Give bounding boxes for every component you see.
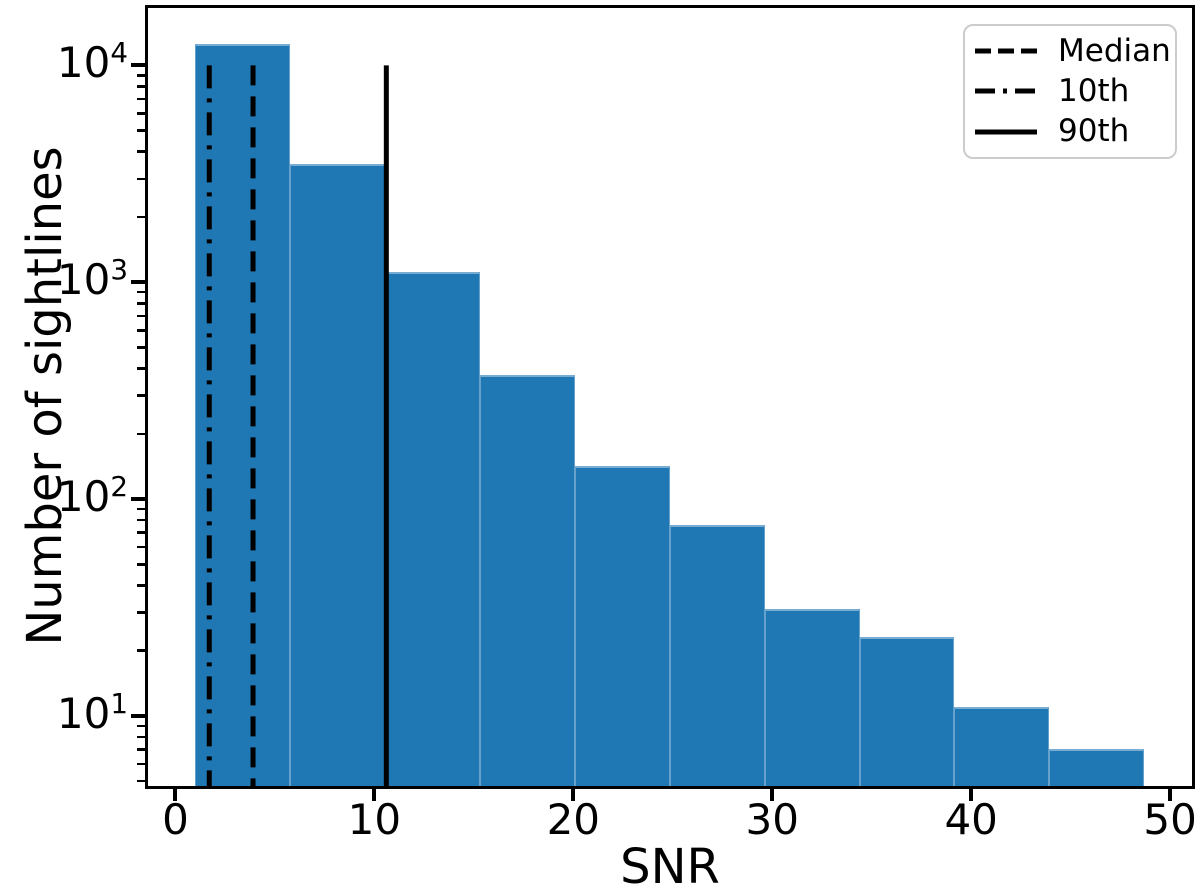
y-tick-minor bbox=[137, 177, 145, 181]
y-tick-minor bbox=[137, 150, 145, 153]
legend-label-10th: 10th bbox=[1058, 72, 1130, 109]
x-axis-label: SNR bbox=[620, 839, 720, 886]
y-tick-minor bbox=[137, 762, 145, 766]
y-tick-minor bbox=[137, 611, 145, 614]
y-tick-label: 102 bbox=[56, 469, 128, 521]
histogram-bar bbox=[290, 164, 386, 786]
x-tick bbox=[969, 786, 974, 801]
y-tick-minor bbox=[137, 545, 145, 549]
y-tick-minor bbox=[137, 735, 145, 739]
y-tick-minor bbox=[137, 779, 145, 783]
legend: Median 10th 90th bbox=[963, 24, 1177, 159]
y-tick-minor bbox=[137, 112, 145, 115]
y-tick-minor bbox=[137, 74, 145, 77]
y-tick-major bbox=[131, 497, 145, 502]
x-tick-label: 40 bbox=[944, 795, 998, 844]
legend-label-median: Median bbox=[1058, 32, 1171, 69]
legend-item-10th: 10th bbox=[975, 72, 1165, 109]
x-tick-label: 30 bbox=[745, 795, 799, 844]
y-tick-minor bbox=[137, 367, 145, 370]
y-axis-label: Number of sightlines bbox=[17, 146, 73, 646]
x-tick bbox=[372, 786, 377, 801]
y-tick-major bbox=[131, 63, 145, 68]
legend-label-90th: 90th bbox=[1058, 113, 1130, 150]
y-tick-minor bbox=[137, 329, 145, 332]
y-tick-minor bbox=[137, 432, 145, 436]
y-tick-minor bbox=[137, 314, 145, 318]
histogram-bar bbox=[764, 609, 860, 786]
y-tick-minor bbox=[137, 563, 145, 566]
histogram-bar bbox=[1049, 749, 1145, 786]
x-tick bbox=[1168, 786, 1173, 801]
histogram-bar bbox=[859, 637, 955, 786]
y-tick-minor bbox=[137, 507, 145, 511]
y-tick-minor bbox=[137, 394, 145, 397]
y-tick-minor bbox=[137, 531, 145, 534]
x-tick bbox=[770, 786, 775, 801]
x-tick-label: 50 bbox=[1143, 795, 1197, 844]
median-line-sample-icon bbox=[975, 48, 1037, 54]
y-tick-minor bbox=[137, 518, 145, 522]
histogram-bar bbox=[669, 524, 765, 786]
y-tick-major bbox=[131, 280, 145, 285]
legend-item-median: Median bbox=[975, 35, 1171, 67]
histogram-bar bbox=[385, 271, 481, 786]
y-tick-minor bbox=[137, 85, 145, 88]
y-tick-minor bbox=[137, 748, 145, 751]
y-tick-minor bbox=[137, 290, 145, 294]
y-tick-minor bbox=[137, 724, 145, 728]
legend-item-90th: 90th bbox=[975, 116, 1165, 147]
histogram-bar bbox=[480, 375, 575, 786]
y-tick-minor bbox=[137, 346, 145, 349]
y-tick-minor bbox=[137, 97, 145, 101]
y-tick-minor bbox=[137, 302, 145, 305]
y-tick-label: 104 bbox=[56, 36, 128, 88]
y-tick-label: 103 bbox=[56, 253, 128, 305]
90th-line-sample-icon bbox=[975, 129, 1037, 135]
x-tick-label: 0 bbox=[162, 795, 189, 844]
y-tick-minor bbox=[137, 649, 145, 652]
histogram-bar bbox=[574, 466, 670, 786]
y-tick-major bbox=[131, 713, 145, 718]
x-tick-label: 20 bbox=[546, 795, 601, 844]
y-tick-minor bbox=[137, 215, 145, 219]
10th-line-sample-icon bbox=[975, 88, 1037, 94]
y-tick-minor bbox=[137, 129, 145, 132]
percentile-lines bbox=[206, 65, 389, 786]
x-tick bbox=[571, 786, 576, 801]
y-tick-minor bbox=[137, 584, 145, 587]
histogram-bar bbox=[954, 706, 1050, 786]
x-tick bbox=[173, 786, 178, 801]
x-tick-label: 10 bbox=[347, 795, 402, 844]
y-tick-label: 101 bbox=[56, 686, 128, 738]
